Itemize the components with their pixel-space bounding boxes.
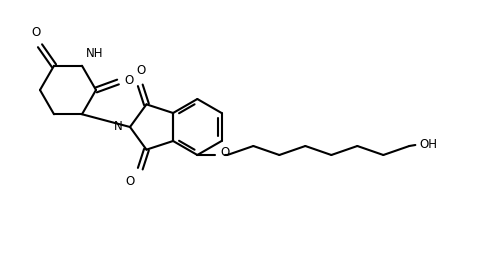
Text: O: O	[32, 26, 41, 39]
Text: NH: NH	[86, 47, 104, 60]
Text: N: N	[114, 120, 123, 133]
Text: O: O	[220, 145, 229, 158]
Text: O: O	[137, 64, 146, 77]
Text: O: O	[125, 175, 134, 188]
Text: OH: OH	[419, 139, 437, 152]
Text: O: O	[124, 75, 133, 87]
